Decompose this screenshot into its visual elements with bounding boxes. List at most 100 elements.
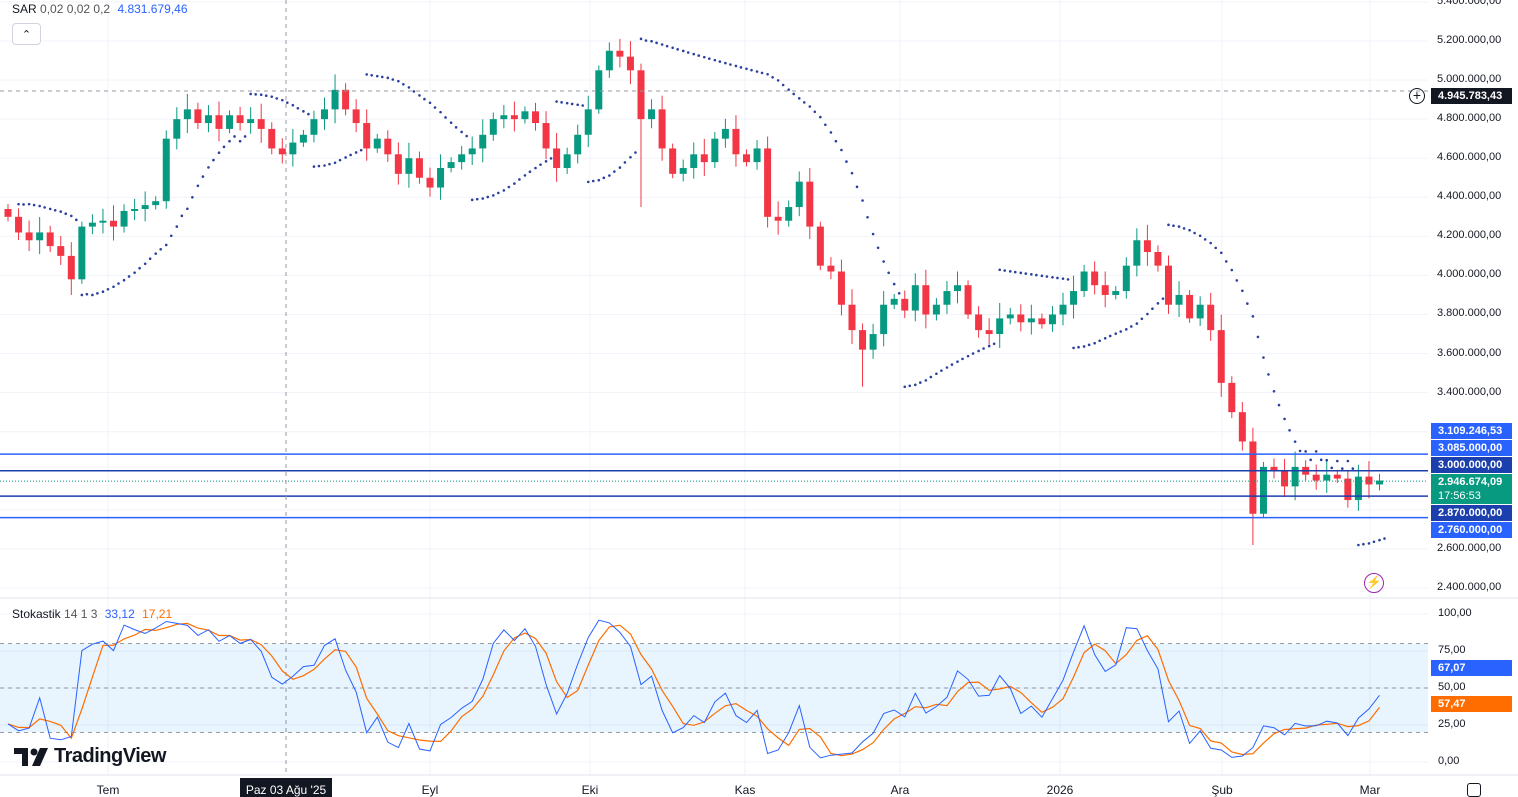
sar-dot — [840, 148, 843, 152]
sar-dot — [275, 97, 279, 100]
sar-dot — [1346, 459, 1350, 463]
candle-body — [848, 304, 856, 331]
candle-body — [152, 201, 160, 206]
price-axis — [1428, 0, 1518, 790]
candle-body — [743, 154, 750, 163]
sar-dot — [1013, 270, 1017, 274]
sar-dot — [228, 139, 231, 143]
sar-dot — [998, 268, 1001, 272]
sar-dot — [243, 135, 247, 138]
candle-body — [468, 148, 476, 155]
level-price-tag: 3.085.000,00 — [1431, 440, 1512, 456]
sar-dot — [1082, 345, 1086, 348]
stoch-k-tag: 67,07 — [1431, 660, 1512, 676]
sar-dot — [302, 110, 305, 113]
candle-body — [1154, 251, 1162, 266]
candle-body — [415, 158, 423, 178]
sar-dot — [481, 197, 485, 200]
candle-body — [880, 304, 888, 335]
sar-dot — [676, 48, 679, 51]
candle-body — [1165, 265, 1172, 305]
sar-dot — [882, 260, 885, 263]
sar-dot — [665, 44, 669, 48]
candle-body — [553, 148, 561, 168]
candle-body — [563, 154, 571, 168]
sar-dot — [560, 101, 563, 104]
bar-countdown: 17:56:53 — [1438, 490, 1481, 502]
sar-dot — [38, 204, 41, 208]
candle-body — [1228, 382, 1236, 413]
sar-dot — [1066, 278, 1070, 281]
sar-dot — [1203, 238, 1207, 241]
candle-body — [1249, 441, 1257, 514]
candle-body — [1207, 304, 1215, 331]
stoch-axis-label: 50,00 — [1438, 681, 1466, 693]
sar-dot — [143, 262, 147, 266]
tradingview-logo[interactable]: TradingView — [14, 745, 166, 768]
sar-dot — [760, 71, 764, 75]
candle-body — [46, 232, 54, 247]
sar-dot — [1214, 246, 1217, 250]
candle-body — [321, 109, 328, 120]
candle-body — [1091, 271, 1099, 286]
candle-body — [626, 56, 634, 71]
sar-dot — [507, 185, 511, 189]
candle-body — [458, 154, 466, 163]
sar-dot — [407, 86, 411, 89]
sar-dot — [1304, 450, 1307, 453]
collapse-legend-button[interactable]: ⌃ — [12, 23, 41, 45]
sar-dot — [1114, 332, 1118, 335]
sar-dot — [460, 130, 463, 134]
price-axis-label: 3.400.000,00 — [1437, 385, 1502, 398]
sar-dot — [1230, 268, 1234, 272]
sar-dot — [1130, 325, 1133, 328]
sar-dot — [945, 366, 949, 369]
sar-dot — [254, 93, 257, 96]
sar-dot — [1319, 458, 1323, 462]
sar-price-tag: 3.109.246,53 — [1431, 423, 1512, 439]
sar-name: SAR — [12, 2, 37, 16]
sar-dot — [370, 73, 374, 77]
candle-body — [1133, 240, 1141, 266]
sar-dot — [1372, 540, 1376, 544]
sar-dot — [850, 171, 854, 175]
lightning-icon[interactable]: ⚡ — [1364, 573, 1384, 593]
candle-body — [110, 220, 117, 227]
candle-body — [236, 115, 244, 124]
sar-dot — [681, 49, 685, 53]
sar-dot — [96, 292, 99, 295]
candle-body — [521, 111, 529, 120]
sar-dot — [1351, 467, 1355, 470]
chart-settings-icon[interactable] — [1467, 783, 1481, 797]
sar-dot — [312, 165, 316, 168]
sar-dot — [1125, 328, 1128, 331]
add-alert-plus-icon[interactable]: + — [1409, 88, 1425, 104]
sar-dot — [238, 139, 242, 143]
candle-body — [532, 111, 539, 124]
level-price-tag: 2.760.000,00 — [1431, 522, 1512, 538]
sar-dot — [22, 203, 25, 206]
candle-body — [1196, 304, 1204, 319]
sar-dot — [766, 72, 769, 76]
candle-body — [890, 298, 898, 305]
tradingview-logo-icon — [14, 747, 48, 766]
sar-dot — [513, 182, 516, 185]
candle-body — [1312, 474, 1320, 481]
sar-dot — [1167, 223, 1170, 227]
candle-body — [215, 115, 223, 129]
candle-body — [574, 134, 582, 155]
sar-dot — [555, 100, 558, 103]
candle-body — [1238, 412, 1246, 442]
logo-text: TradingView — [54, 745, 166, 767]
sar-value: 4.831.679,46 — [117, 2, 188, 16]
sar-dot — [281, 98, 284, 102]
candle-body — [1059, 304, 1067, 315]
sar-dot — [876, 246, 880, 250]
sar-dot — [1098, 339, 1101, 343]
level-price-tag: 2.870.000,00 — [1431, 505, 1512, 521]
sar-dot — [43, 206, 46, 209]
candle-body — [1281, 470, 1289, 487]
candle-body — [954, 285, 961, 292]
sar-dot — [1093, 341, 1096, 345]
